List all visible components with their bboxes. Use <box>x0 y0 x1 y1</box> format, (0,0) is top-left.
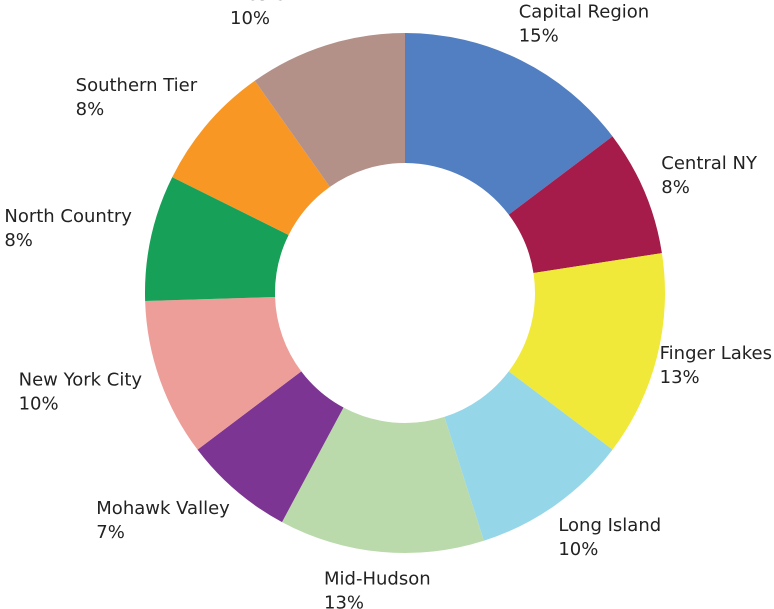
slice-value-label: 7% <box>96 522 125 543</box>
donut-slice <box>197 371 344 523</box>
slice-label: Mid-Hudson <box>324 569 431 590</box>
donut-slice <box>405 33 613 215</box>
slice-label: Capital Region <box>519 1 649 22</box>
donut-slice <box>444 371 613 541</box>
slice-value-label: 10% <box>230 8 270 29</box>
slice-label: Mohawk Valley <box>96 498 230 519</box>
slice-label: Central NY <box>661 153 758 174</box>
slice-value-label: 10% <box>558 539 598 560</box>
donut-slice <box>145 297 302 450</box>
slice-value-label: 8% <box>76 99 105 120</box>
donut-slice <box>145 177 289 302</box>
slice-value-label: 13% <box>324 593 364 609</box>
slice-label: Western NY <box>230 0 335 5</box>
donut-slice <box>281 407 484 553</box>
slice-label: Southern Tier <box>76 75 198 96</box>
slice-value-label: 8% <box>661 177 690 198</box>
donut-slice <box>508 136 662 274</box>
donut-slice <box>508 253 665 450</box>
slice-value-label: 15% <box>519 25 559 46</box>
slice-value-label: 8% <box>4 230 33 251</box>
slice-value-label: 10% <box>19 394 59 415</box>
slice-label: Long Island <box>558 515 661 536</box>
donut-slice <box>172 80 330 236</box>
slice-label: North Country <box>4 206 132 227</box>
slice-label: Finger Lakes <box>660 343 772 364</box>
slice-value-label: 13% <box>660 367 700 388</box>
slice-label: New York City <box>19 370 143 391</box>
donut-slice <box>254 33 405 187</box>
